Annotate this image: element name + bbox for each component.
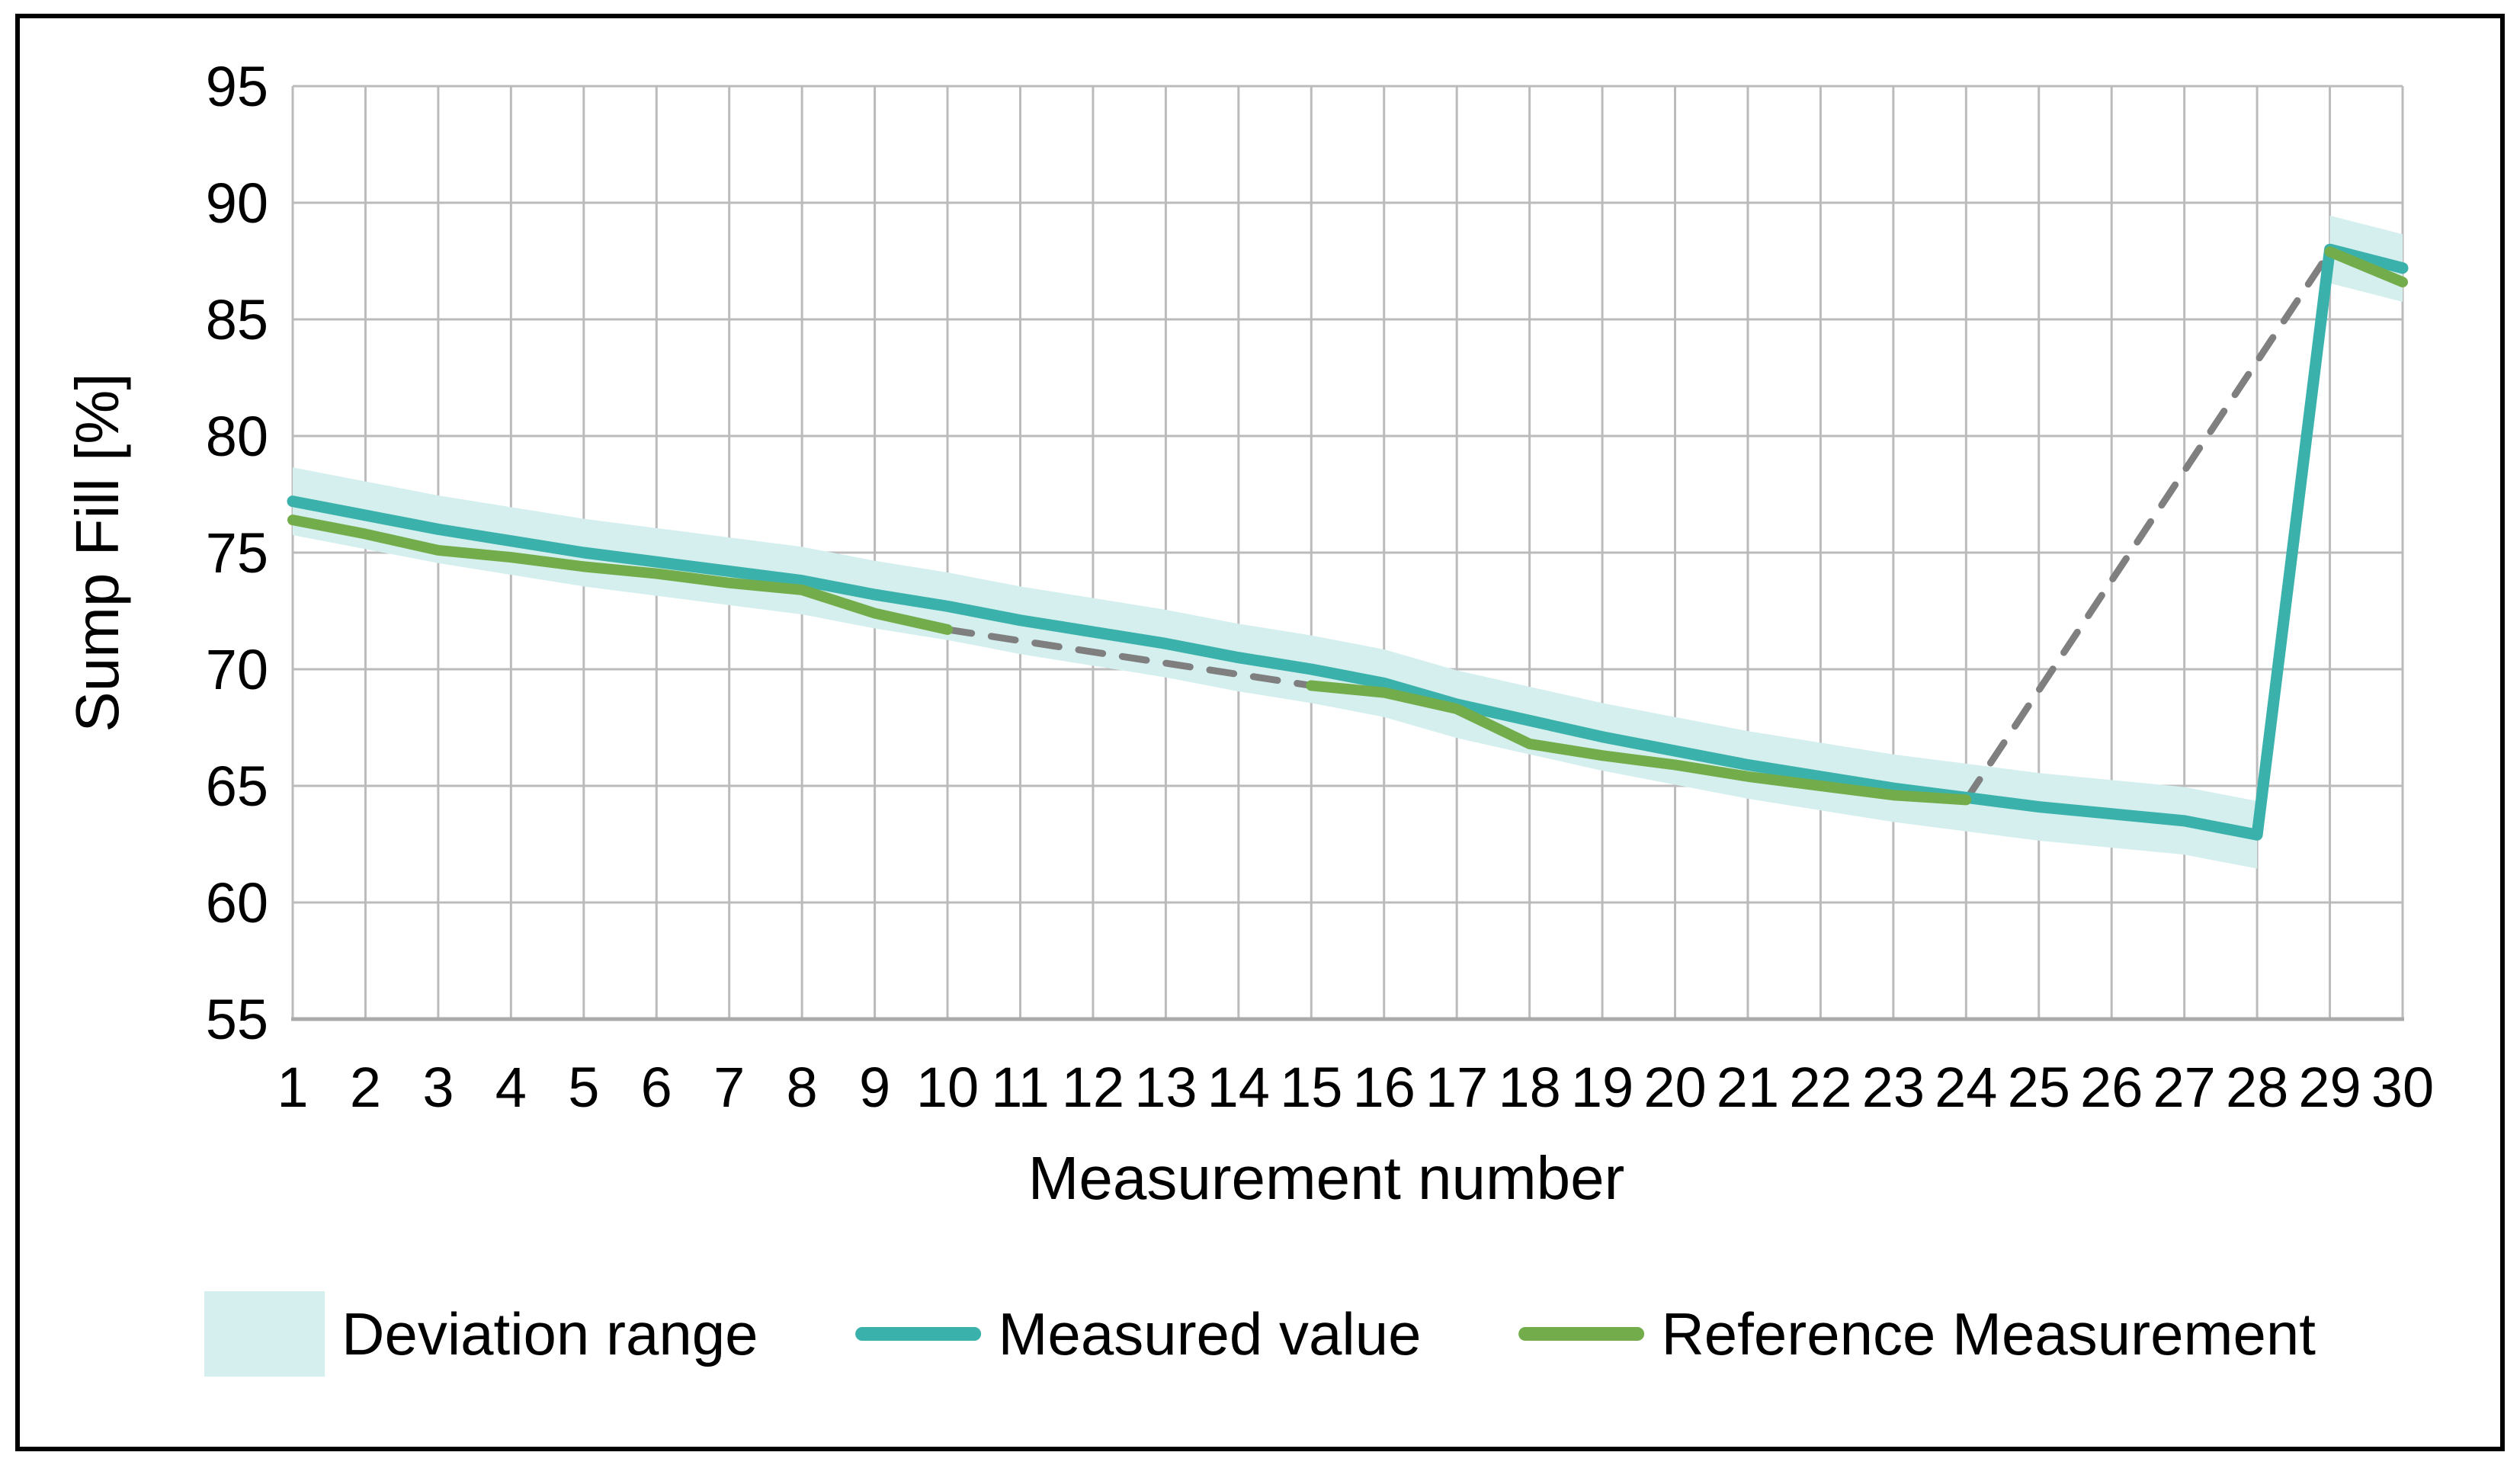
x-tick-label: 25: [2008, 1056, 2070, 1119]
legend-item-deviation-range: Deviation range: [204, 1291, 758, 1377]
y-tick-label: 75: [206, 521, 268, 585]
x-tick-label: 24: [1935, 1056, 1997, 1119]
deviation-band: [293, 215, 2403, 869]
legend-label: Deviation range: [341, 1300, 758, 1367]
x-tick-label: 23: [1862, 1056, 1925, 1119]
x-tick-label: 14: [1207, 1056, 1270, 1119]
x-tick-label: 13: [1134, 1056, 1197, 1119]
x-tick-label: 1: [277, 1056, 308, 1119]
x-tick-label: 20: [1643, 1056, 1706, 1119]
x-tick-label: 30: [2371, 1056, 2434, 1119]
x-tick-label: 18: [1498, 1056, 1560, 1119]
x-tick-label: 12: [1062, 1056, 1124, 1119]
legend-label: Reference Measurement: [1661, 1300, 2316, 1367]
x-tick-label: 7: [713, 1056, 745, 1119]
x-tick-label: 21: [1717, 1056, 1779, 1119]
x-tick-label: 8: [787, 1056, 818, 1119]
x-tick-label: 6: [641, 1056, 672, 1119]
y-tick-label: 70: [206, 638, 268, 701]
legend-item-reference-measurement: Reference Measurement: [1518, 1300, 2316, 1369]
y-tick-label: 65: [206, 755, 268, 818]
y-tick-label: 90: [206, 172, 268, 235]
x-tick-label: 5: [568, 1056, 599, 1119]
x-tick-labels: 1 2 3 4 5 6 7 8 9 10 11 12 13 14 15 16 17 18 19 20 21 22 23 24 2…: [277, 1056, 2434, 1119]
measured-value-swatch-icon: [855, 1327, 982, 1341]
x-axis-title: Measurement number: [1028, 1144, 1625, 1212]
y-tick-label: 55: [206, 988, 268, 1051]
x-tick-label: 17: [1425, 1056, 1488, 1119]
measured-line: [287, 243, 2409, 841]
y-tick-label: 95: [206, 55, 268, 118]
legend-label: Measured value: [998, 1300, 1422, 1367]
reference-line: [287, 246, 2408, 806]
gap-connector-dashed-line: [944, 248, 2334, 803]
x-tick-label: 26: [2080, 1056, 2143, 1119]
reference-measurement-swatch-icon: [1518, 1327, 1645, 1341]
legend-item-measured-value: Measured value: [855, 1300, 1421, 1369]
x-tick-label: 28: [2226, 1056, 2288, 1119]
x-gridlines: [291, 86, 2404, 1019]
deviation-range-swatch-icon: [204, 1291, 325, 1377]
chart-outer-border: [15, 14, 2505, 1451]
y-tick-labels: 55 60 65 70 75 80 85 90 95: [206, 55, 268, 1051]
x-tick-label: 22: [1789, 1056, 1852, 1119]
x-tick-label: 9: [859, 1056, 890, 1119]
x-tick-label: 15: [1280, 1056, 1342, 1119]
y-tick-label: 85: [206, 288, 268, 351]
y-axis-title: Sump Fill [%]: [63, 373, 131, 732]
x-tick-label: 27: [2153, 1056, 2215, 1119]
x-tick-label: 3: [422, 1056, 454, 1119]
x-tick-label: 16: [1353, 1056, 1415, 1119]
y-tick-label: 80: [206, 405, 268, 468]
x-tick-label: 29: [2298, 1056, 2361, 1119]
x-tick-label: 4: [495, 1056, 527, 1119]
x-tick-label: 2: [350, 1056, 381, 1119]
y-tick-label: 60: [206, 871, 268, 934]
legend: Deviation range Measured value Reference…: [204, 1291, 2316, 1377]
x-tick-label: 10: [916, 1056, 979, 1119]
x-tick-label: 19: [1571, 1056, 1634, 1119]
x-tick-label: 11: [991, 1056, 1050, 1119]
